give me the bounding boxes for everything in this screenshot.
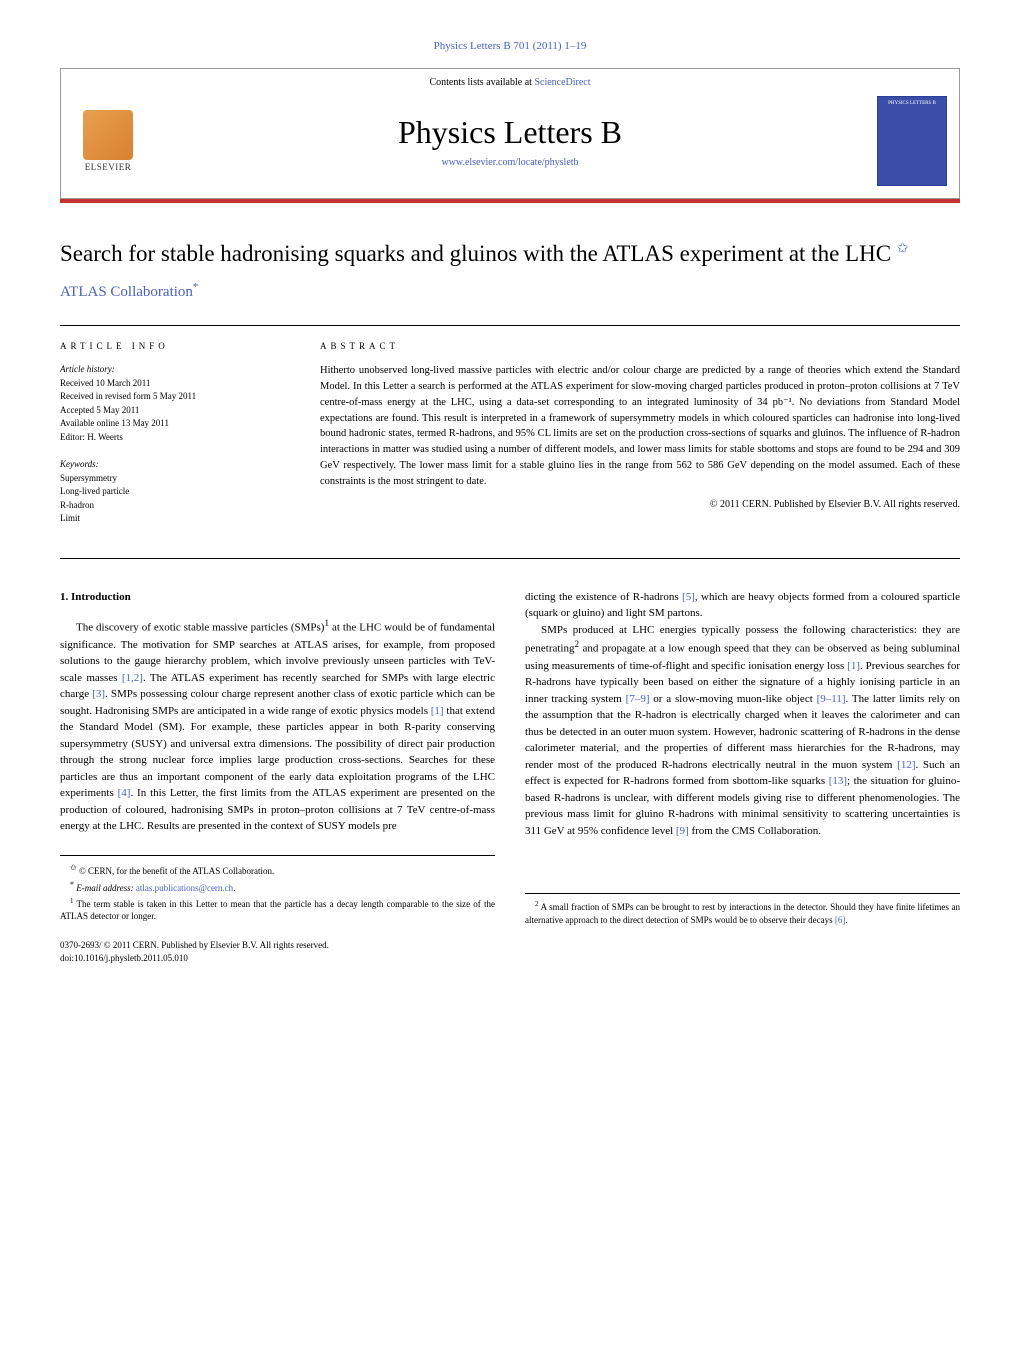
footnote-text: © CERN, for the benefit of the ATLAS Col… (79, 866, 274, 876)
footnote-1: 1 The term stable is taken in this Lette… (60, 897, 495, 923)
journal-reference: Physics Letters B 701 (2011) 1–19 (60, 40, 960, 52)
elsevier-logo: ELSEVIER (73, 101, 143, 181)
citation-link[interactable]: [1,2] (122, 672, 143, 684)
star-icon: ✩ (70, 863, 77, 872)
article-info-column: article info Article history: Received 1… (60, 340, 280, 540)
keyword: Supersymmetry (60, 472, 280, 486)
citation-link[interactable]: [9–11] (817, 693, 846, 705)
elsevier-label: ELSEVIER (85, 162, 132, 172)
abstract-column: abstract Hitherto unobserved long-lived … (320, 340, 960, 540)
accepted-date: Accepted 5 May 2011 (60, 404, 280, 418)
abstract-label: abstract (320, 340, 960, 354)
section-1-heading: 1. Introduction (60, 589, 495, 606)
footnote-text: A small fraction of SMPs can be brought … (525, 902, 960, 925)
right-column: dicting the existence of R-hadrons [5], … (525, 589, 960, 964)
online-date: Available online 13 May 2011 (60, 417, 280, 431)
title-footnote-star-icon: ✩ (897, 241, 909, 256)
sciencedirect-link[interactable]: ScienceDirect (534, 77, 590, 88)
citation-link[interactable]: [1] (431, 705, 444, 717)
revised-date: Received in revised form 5 May 2011 (60, 390, 280, 404)
text-run: that extend the Standard Model (SM). For… (60, 705, 495, 800)
citation-link[interactable]: [1] (847, 660, 860, 672)
footnote-2-marker: 2 (535, 900, 539, 908)
footnote-2: 2 A small fraction of SMPs can be brough… (525, 900, 960, 926)
citation-link[interactable]: [6] (835, 915, 846, 925)
keyword: R-hadron (60, 499, 280, 513)
citation-link[interactable]: [4] (118, 787, 131, 799)
body-columns: 1. Introduction The discovery of exotic … (60, 589, 960, 964)
journal-title: Physics Letters B (143, 114, 877, 151)
keyword: Long-lived particle (60, 485, 280, 499)
intro-paragraph-2: SMPs produced at LHC energies typically … (525, 622, 960, 839)
journal-url[interactable]: www.elsevier.com/locate/physletb (143, 157, 877, 168)
text-run: dicting the existence of R-hadrons (525, 591, 682, 603)
received-date: Received 10 March 2011 (60, 377, 280, 391)
text-run: The discovery of exotic stable massive p… (76, 622, 324, 634)
keywords-label: Keywords: (60, 458, 280, 472)
article-info-label: article info (60, 340, 280, 354)
text-run: from the CMS Collaboration. (689, 825, 821, 837)
article-title: Search for stable hadronising squarks an… (60, 239, 960, 269)
section-divider (60, 558, 960, 559)
email-link[interactable]: atlas.publications@cern.ch (136, 883, 233, 893)
title-text: Search for stable hadronising squarks an… (60, 241, 891, 266)
history-label: Article history: (60, 363, 280, 377)
author-footnote-star-icon: * (193, 281, 199, 293)
journal-cover-thumbnail: PHYSICS LETTERS B (877, 96, 947, 186)
footnote-star: ✩ © CERN, for the benefit of the ATLAS C… (60, 862, 495, 878)
red-divider-bar (60, 199, 960, 203)
footnote-email: * E-mail address: atlas.publications@cer… (60, 879, 495, 895)
email-label: E-mail address: (76, 883, 136, 893)
abstract-text: Hitherto unobserved long-lived massive p… (320, 363, 960, 489)
citation-link[interactable]: [13] (829, 775, 847, 787)
journal-header: Contents lists available at ScienceDirec… (60, 68, 960, 199)
author-line[interactable]: ATLAS Collaboration* (60, 281, 960, 301)
citation-link[interactable]: [7–9] (626, 693, 650, 705)
editor-line: Editor: H. Weerts (60, 431, 280, 445)
cover-label: PHYSICS LETTERS B (878, 101, 946, 106)
issn-copyright: 0370-2693/ © 2011 CERN. Published by Els… (60, 939, 495, 952)
citation-link[interactable]: [9] (676, 825, 689, 837)
contents-text: Contents lists available at (429, 77, 534, 88)
author-name: ATLAS Collaboration (60, 284, 193, 300)
sciencedirect-line: Contents lists available at ScienceDirec… (61, 69, 959, 92)
footnote-text: The term stable is taken in this Letter … (60, 899, 495, 922)
star-icon: * (70, 880, 74, 889)
doi-block: 0370-2693/ © 2011 CERN. Published by Els… (60, 939, 495, 964)
left-column: 1. Introduction The discovery of exotic … (60, 589, 495, 964)
footnote-text: . (845, 915, 847, 925)
intro-paragraph-1: The discovery of exotic stable massive p… (60, 617, 495, 834)
text-run: . SMPs possessing colour charge represen… (60, 688, 495, 717)
citation-link[interactable]: [3] (92, 688, 105, 700)
citation-link[interactable]: [5] (682, 591, 695, 603)
citation-link[interactable]: [12] (897, 759, 915, 771)
intro-paragraph-1-cont: dicting the existence of R-hadrons [5], … (525, 589, 960, 622)
text-run: or a slow-moving muon-like object (649, 693, 816, 705)
right-footnotes: 2 A small fraction of SMPs can be brough… (525, 893, 960, 926)
elsevier-tree-icon (83, 110, 133, 160)
abstract-copyright: © 2011 CERN. Published by Elsevier B.V. … (320, 497, 960, 512)
doi-link[interactable]: doi:10.1016/j.physletb.2011.05.010 (60, 952, 495, 965)
left-footnotes: ✩ © CERN, for the benefit of the ATLAS C… (60, 855, 495, 923)
keyword: Limit (60, 512, 280, 526)
footnote-1-marker: 1 (70, 897, 74, 905)
